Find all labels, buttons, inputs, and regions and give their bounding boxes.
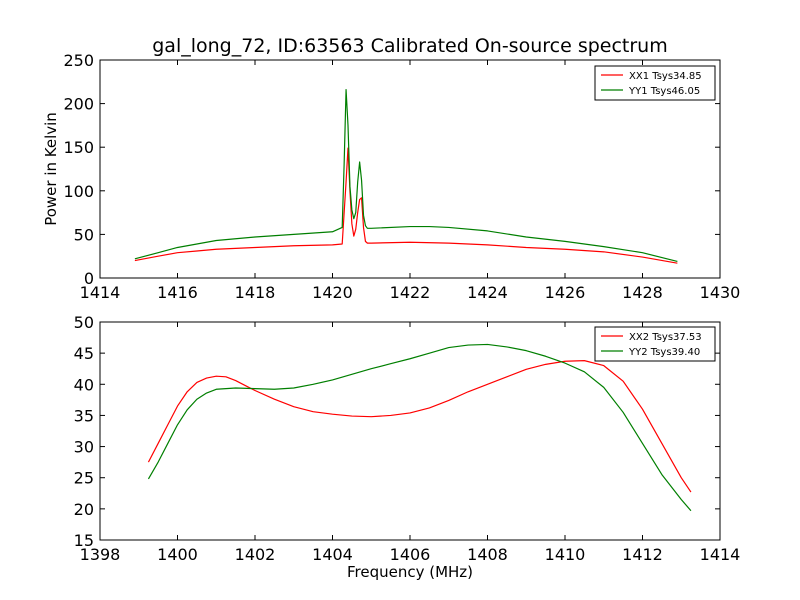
bottom-x-tick-label: 1398 (80, 545, 121, 564)
bottom-x-tick-label: 1414 (700, 545, 741, 564)
top-x-tick-label: 1414 (80, 283, 121, 302)
bottom-y-tick-label: 35 (74, 406, 94, 425)
bottom-x-tick-label: 1410 (545, 545, 586, 564)
bottom-y-tick-label: 15 (74, 531, 94, 550)
top-y-tick-label: 150 (63, 138, 94, 157)
top-x-tick-label: 1416 (157, 283, 198, 302)
bottom-y-tick-label: 40 (74, 375, 94, 394)
top-y-tick-label: 50 (74, 225, 94, 244)
top-y-tick-label: 0 (84, 269, 94, 288)
top-y-tick-label: 250 (63, 51, 94, 70)
bottom-series-line-yy (147, 343, 692, 512)
top-y-tick-label: 100 (63, 182, 94, 201)
bottom-y-tick-label: 20 (74, 500, 94, 519)
top-legend-label: XX1 Tsys34.85 (629, 71, 702, 82)
bottom-y-tick-label: 25 (74, 469, 94, 488)
bottom-x-tick-label: 1400 (157, 545, 198, 564)
bottom-x-axis-title: Frequency (MHz) (347, 563, 473, 581)
top-series-line-yy (134, 89, 678, 263)
figure-title: gal_long_72, ID:63563 Calibrated On-sour… (152, 35, 667, 57)
top-x-tick-label: 1430 (700, 283, 741, 302)
top-y-tick-label: 200 (63, 95, 94, 114)
bottom-series-line-xx (147, 360, 692, 493)
top-x-tick-label: 1422 (390, 283, 431, 302)
top-series-line-xx (134, 147, 678, 264)
top-x-tick-label: 1426 (545, 283, 586, 302)
bottom-x-tick-label: 1408 (467, 545, 508, 564)
bottom-legend-label: YY2 Tsys39.40 (628, 347, 700, 358)
top-spectrum-panel: 1414 1416 1418 1420 1422 1424 1426 1428 1430 0 50 1… (42, 51, 740, 302)
bottom-x-tick-label: 1402 (235, 545, 276, 564)
bottom-x-tick-label: 1404 (312, 545, 353, 564)
bottom-y-tick-label: 50 (74, 313, 94, 332)
top-x-tick-label: 1428 (622, 283, 663, 302)
top-x-tick-label: 1418 (235, 283, 276, 302)
bottom-y-tick-label: 30 (74, 438, 94, 457)
bottom-legend-label: XX2 Tsys37.53 (629, 332, 702, 343)
top-x-tick-label: 1424 (467, 283, 508, 302)
top-y-axis-title: Power in Kelvin (42, 112, 60, 226)
bottom-x-tick-label: 1412 (622, 545, 663, 564)
top-legend-label: YY1 Tsys46.05 (628, 86, 700, 97)
bottom-x-tick-label: 1406 (390, 545, 431, 564)
bottom-y-tick-label: 45 (74, 344, 94, 363)
bottom-legend-box (594, 326, 716, 362)
top-legend-box (594, 65, 716, 101)
bottom-spectrum-panel: 1398 1400 1402 1404 1406 1408 1410 1412 1414 15 20… (74, 313, 741, 581)
top-x-tick-label: 1420 (312, 283, 353, 302)
